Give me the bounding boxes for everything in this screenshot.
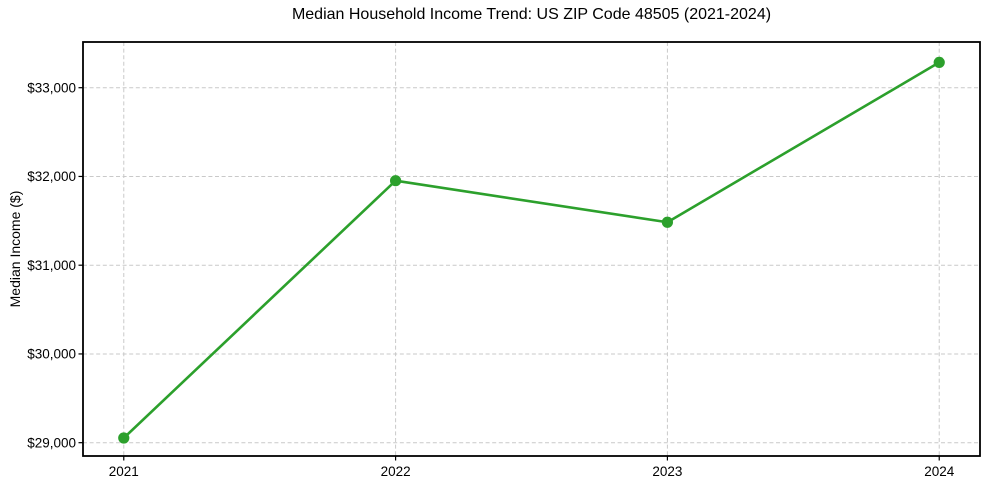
y-tick-label: $29,000 bbox=[27, 435, 76, 450]
x-tick-label: 2021 bbox=[109, 464, 139, 479]
data-point-2023 bbox=[661, 216, 674, 228]
chart-title: Median Household Income Trend: US ZIP Co… bbox=[291, 6, 772, 23]
data-point-2021 bbox=[118, 432, 130, 444]
data-point-2024 bbox=[933, 56, 945, 69]
x-tick-label: 2022 bbox=[381, 464, 411, 479]
income-trend-line bbox=[122, 61, 941, 440]
plot-border bbox=[82, 41, 981, 457]
y-axis-title: Median Income ($) bbox=[7, 190, 23, 308]
y-tick-label: $33,000 bbox=[27, 80, 76, 95]
y-tick-label: $31,000 bbox=[27, 258, 76, 273]
x-tick-label: 2024 bbox=[924, 464, 955, 479]
x-tick-label: 2023 bbox=[652, 464, 682, 479]
data-point-2022 bbox=[389, 175, 402, 187]
y-tick-label: $32,000 bbox=[27, 169, 76, 184]
y-tick-label: $30,000 bbox=[27, 347, 76, 362]
